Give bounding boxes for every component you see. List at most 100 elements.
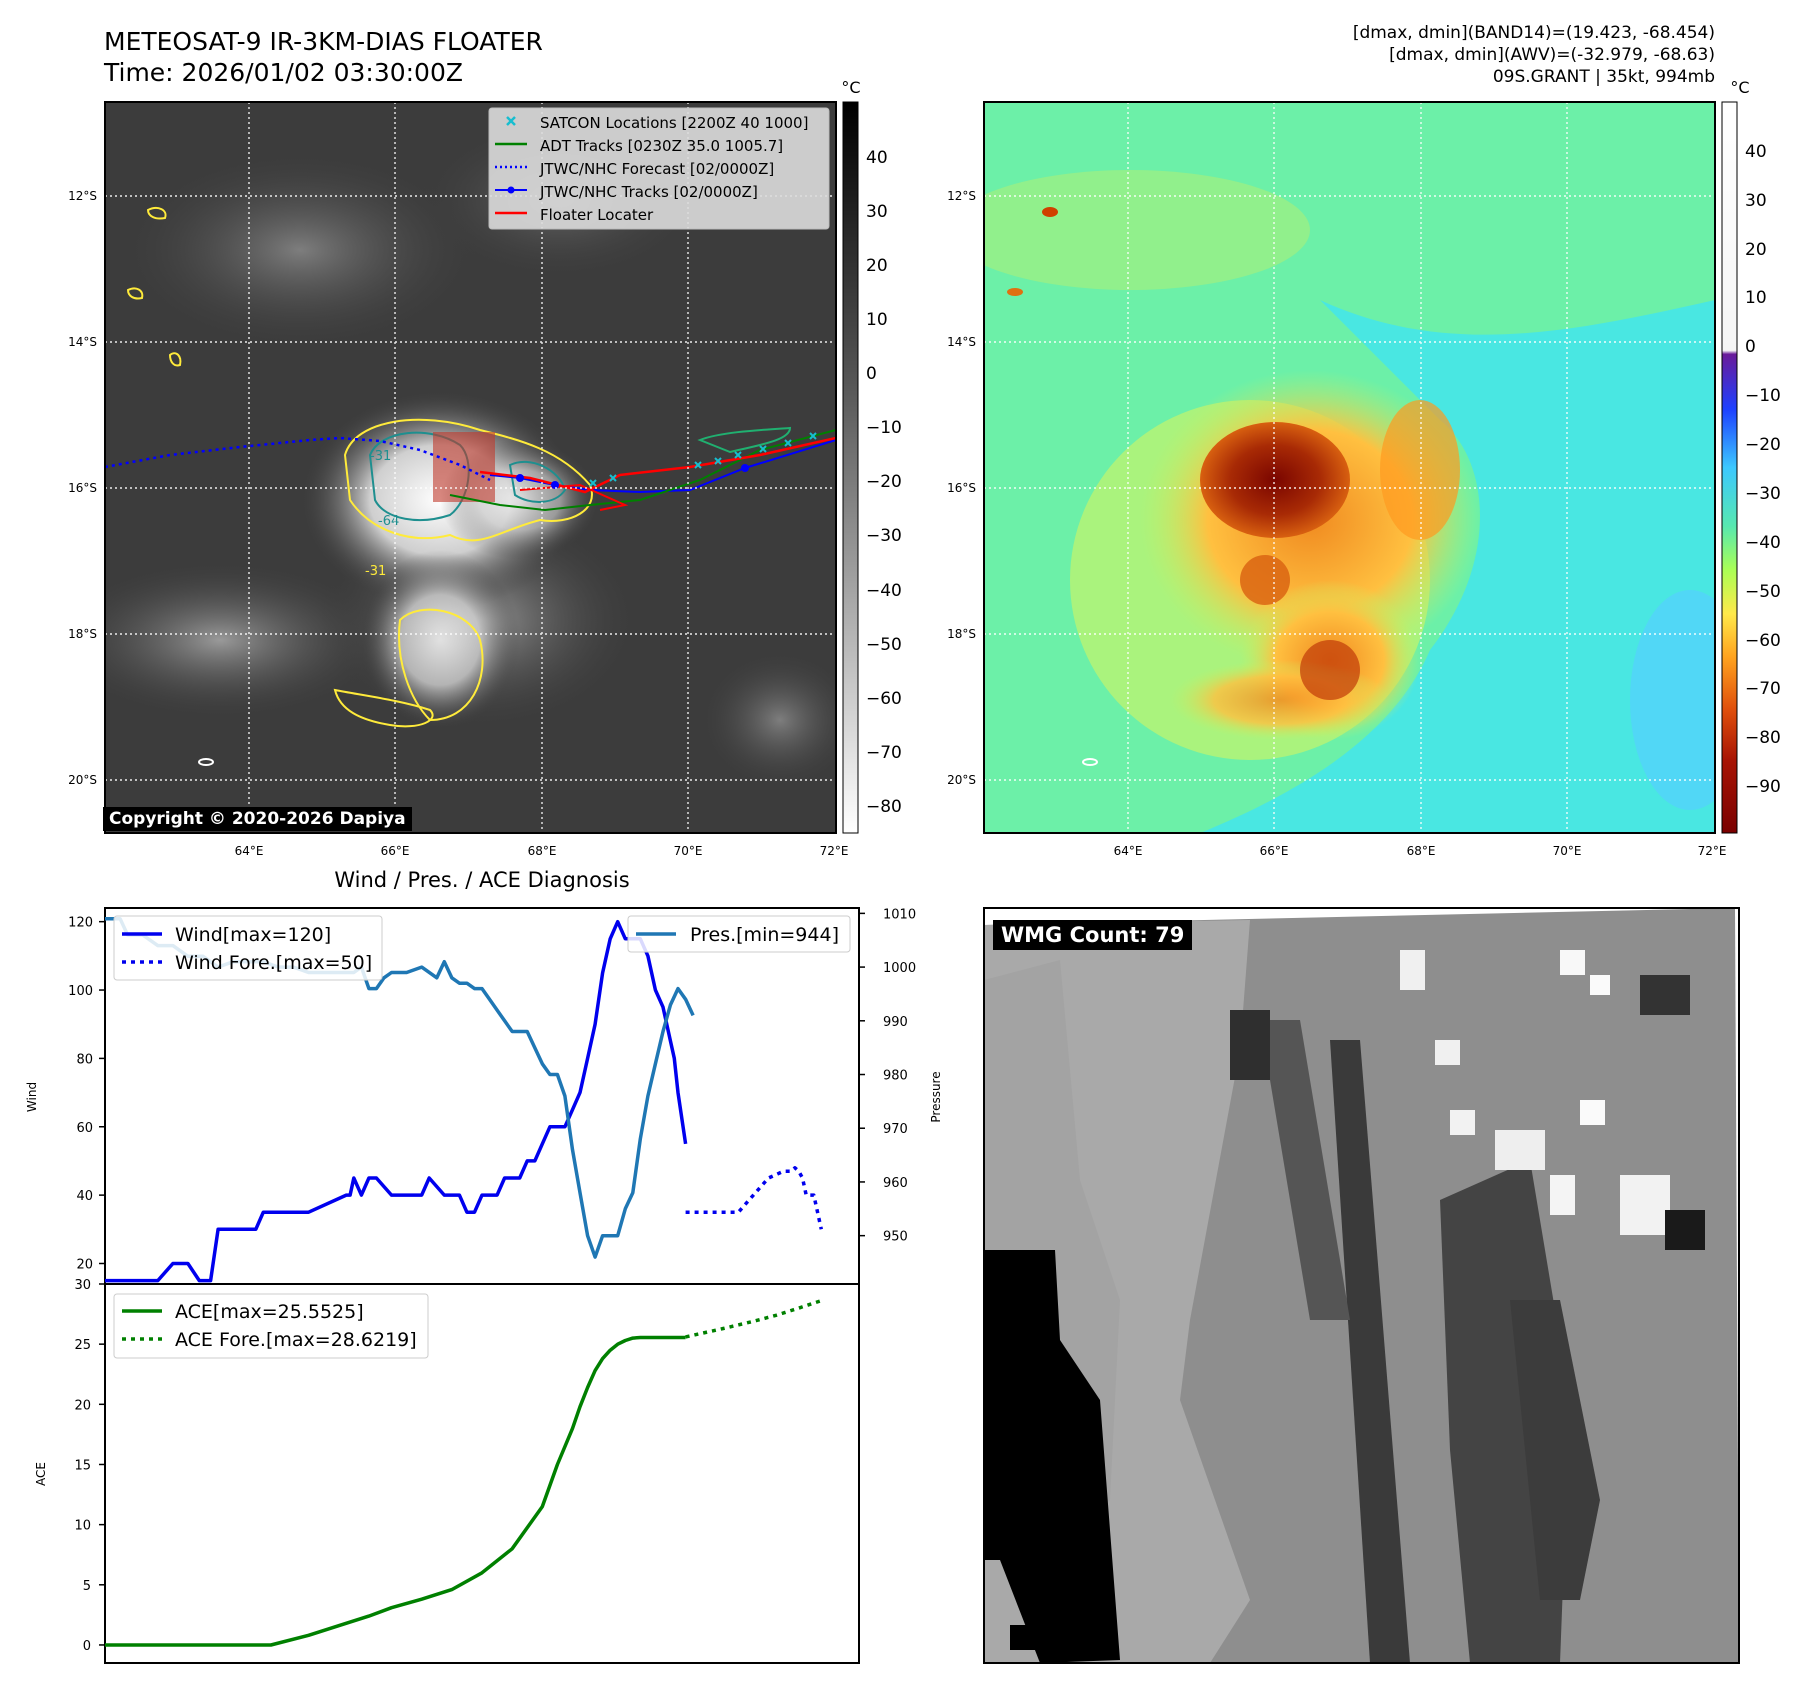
wind-tick-label: 100: [68, 984, 93, 999]
pressure-tick-label: 950: [883, 1230, 908, 1245]
figure-title-line1: METEOSAT-9 IR-3KM-DIAS FLOATER: [104, 27, 543, 56]
small-blob: [1007, 288, 1023, 296]
wind-y-ticks: 20 40 60 80 100 120: [68, 916, 105, 1272]
wind-tick-label: 120: [68, 916, 93, 931]
colorbar-tick: 20: [1745, 240, 1767, 260]
lat-label: 16°S: [68, 481, 97, 495]
right-colorbar: [1721, 101, 1738, 834]
legend-jtwc-forecast: JTWC/NHC Forecast [02/0000Z]: [539, 160, 774, 178]
right-colorbar-unit: °C: [1730, 78, 1749, 97]
colorbar-tick: 30: [1745, 191, 1767, 211]
legend-pressure: Pres.[min=944]: [690, 924, 839, 946]
wmg-stripe: [1510, 1300, 1600, 1600]
lon-label: 66°E: [1260, 844, 1289, 858]
ace-tick-label: 15: [74, 1458, 91, 1473]
colorbar-tick: −50: [1745, 582, 1781, 602]
wmg-bright-cell: [1550, 1175, 1575, 1215]
colorbar-tick: 10: [866, 310, 888, 330]
wmg-bright-cell: [1620, 1175, 1670, 1235]
contour-teal: [508, 460, 567, 503]
colorbar-tick: −10: [1745, 386, 1781, 406]
pressure-legend: [627, 915, 851, 953]
cyan-region: [1630, 590, 1715, 810]
pressure-tick-label: 960: [883, 1176, 908, 1191]
pressure-tick-label: 990: [883, 1015, 908, 1030]
wind-tick-label: 20: [76, 1257, 93, 1272]
ace-legend: [113, 1293, 429, 1359]
wmg-dark-cell: [1665, 1210, 1705, 1250]
lat-label: 14°S: [947, 335, 976, 349]
wmg-bright-cell: [1495, 1130, 1545, 1170]
stats-line3: 09S.GRANT | 35kt, 994mb: [1493, 67, 1715, 87]
legend-adt: ADT Tracks [0230Z 35.0 1005.7]: [540, 137, 783, 155]
wind-tick-label: 60: [76, 1121, 93, 1136]
right-colorbar-ticks: 40 30 20 10 0 −10 −20 −30 −40 −50 −60 −7…: [1745, 142, 1781, 797]
left-colorbar-ticks: 40 30 20 10 0 −10 −20 −30 −40 −50 −60 −7…: [866, 148, 902, 817]
storm-band: [1240, 555, 1290, 605]
lon-label: 72°E: [1698, 844, 1727, 858]
lon-label: 72°E: [820, 844, 849, 858]
pressure-tick-label: 1000: [883, 961, 916, 976]
legend-wind-forecast: Wind Fore.[max=50]: [175, 952, 372, 974]
contour-teal: [697, 426, 792, 454]
awv-map-panel: [984, 102, 1715, 833]
left-map-lat-labels: 12°S 14°S 16°S 18°S 20°S: [68, 189, 97, 787]
wmg-stripe: [1330, 1040, 1410, 1663]
cloud-field: [105, 560, 390, 720]
pressure-tick-label: 970: [883, 1122, 908, 1137]
right-map-lon-labels: 64°E 66°E 68°E 70°E 72°E: [1114, 844, 1727, 858]
lat-label: 16°S: [947, 481, 976, 495]
lon-label: 68°E: [1407, 844, 1436, 858]
pressure-tick-label: 1010: [883, 907, 916, 922]
wmg-dark-cell: [1230, 1010, 1270, 1080]
wind-axis-label: Wind: [25, 1082, 39, 1112]
colorbar-tick: 40: [1745, 142, 1767, 162]
ace-tick-label: 20: [74, 1398, 91, 1413]
colorbar-tick: −80: [866, 797, 902, 817]
lon-label: 64°E: [1114, 844, 1143, 858]
contour-small: [168, 352, 182, 367]
legend-ace-forecast: ACE Fore.[max=28.6219]: [175, 1329, 417, 1351]
ace-y-ticks: 0 5 10 15 20 25 30: [74, 1278, 105, 1654]
lat-label: 20°S: [68, 773, 97, 787]
adt-track: [449, 429, 836, 512]
floater-track: [479, 436, 836, 494]
orange-arc: [1380, 400, 1460, 540]
wmg-dark-region: [1010, 1625, 1035, 1650]
right-map-lat-labels: 12°S 14°S 16°S 18°S 20°S: [947, 189, 976, 787]
cloud-field: [120, 150, 480, 350]
colorbar-tick: −20: [866, 472, 902, 492]
colorbar-tick: 10: [1745, 288, 1767, 308]
lon-label: 68°E: [528, 844, 557, 858]
colorbar-tick: −60: [1745, 631, 1781, 651]
wmg-bright-cell: [1560, 950, 1585, 975]
pressure-axis-label: Pressure: [929, 1071, 943, 1122]
wmg-panel: [984, 908, 1739, 1663]
ace-series: [105, 1298, 822, 1647]
contour-small: [126, 287, 144, 300]
ace-tick-label: 10: [74, 1519, 91, 1534]
diagnosis-title: Wind / Pres. / ACE Diagnosis: [334, 868, 629, 892]
contour-yellow: [343, 418, 593, 542]
map-gridlines: [984, 102, 1715, 833]
jtwc-track-point: [741, 464, 749, 472]
wind-tick-label: 80: [76, 1052, 93, 1067]
wmg-count-badge: WMG Count: 79: [993, 920, 1193, 950]
storm-cloud-shield: [360, 550, 520, 730]
wmg-bright-cell: [1435, 1040, 1460, 1065]
colorbar-tick: −40: [866, 581, 902, 601]
lat-label: 20°S: [947, 773, 976, 787]
colorbar-tick: 20: [866, 256, 888, 276]
satcon-markers: [589, 432, 817, 487]
jtwc-track-point: [516, 474, 524, 482]
lon-label: 70°E: [674, 844, 703, 858]
colorbar-tick: 30: [866, 202, 888, 222]
moist-band: [984, 170, 1310, 290]
colorbar-tick: −90: [1745, 777, 1781, 797]
series-line-ace-fore-: [685, 1298, 822, 1339]
legend-floater: Floater Locater: [540, 206, 654, 224]
colorbar-tick: 0: [1745, 337, 1756, 357]
lat-label: 12°S: [947, 189, 976, 203]
cloud-field: [700, 650, 836, 790]
